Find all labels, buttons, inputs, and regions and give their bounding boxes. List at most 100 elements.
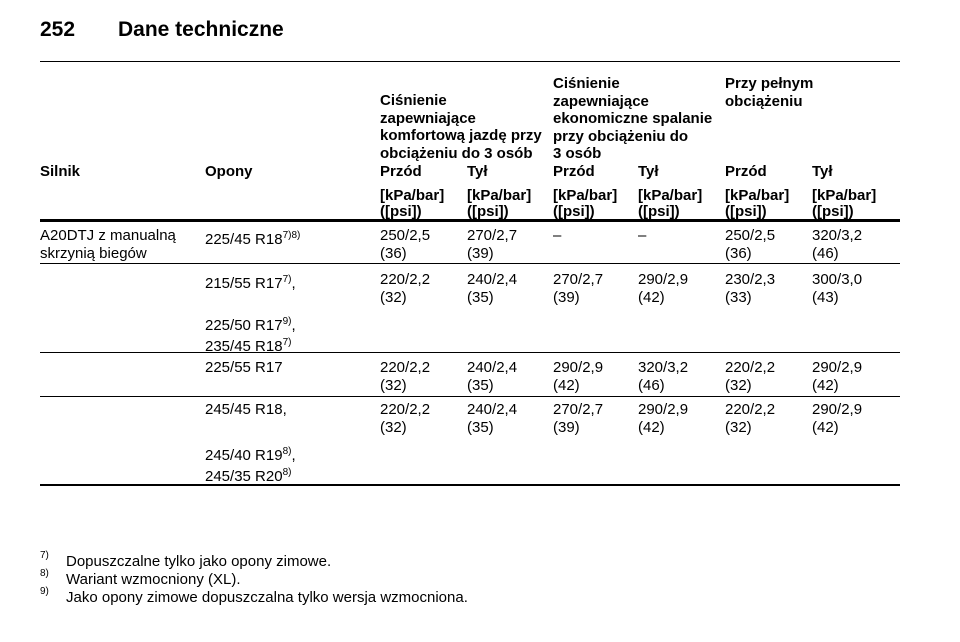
tyre: 245/40 R198),	[205, 443, 296, 465]
pressure: 240/2,4	[467, 359, 518, 376]
row-rule	[40, 484, 900, 486]
tyre: 235/45 R187)	[205, 334, 291, 356]
pressure: 220/2,2	[725, 401, 776, 418]
column-header: Przód	[380, 163, 422, 180]
pressure: –	[553, 227, 562, 244]
unit: [kPa/bar]	[380, 187, 445, 204]
engine: skrzynią biegów	[40, 245, 147, 262]
unit: [kPa/bar]	[812, 187, 877, 204]
group-header: komfortową jazdę przy	[380, 127, 542, 144]
pressure: (42)	[638, 289, 665, 306]
footnote-text: Jako opony zimowe dopuszczalna tylko wer…	[66, 589, 468, 606]
group-header: przy obciążeniu do	[553, 127, 689, 145]
pressure: (36)	[725, 245, 752, 262]
pressure: (46)	[638, 377, 665, 394]
pressure: 290/2,9	[638, 401, 689, 418]
pressure: 220/2,2	[380, 359, 431, 376]
pressure: 270/2,7	[553, 401, 604, 418]
tyre-size: 235/45 R18	[205, 338, 283, 355]
group-header: Ciśnienie	[380, 92, 447, 109]
pressure: 270/2,7	[467, 227, 518, 244]
footnote-text: Dopuszczalne tylko jako opony zimowe.	[66, 553, 332, 570]
tyre-size: 245/40 R19	[205, 447, 283, 464]
tyre: 225/50 R179),	[205, 313, 296, 335]
footnote-ref: 8)	[282, 446, 292, 457]
tyre-sep: ,	[291, 275, 296, 292]
pressure: (42)	[812, 377, 839, 394]
pressure: 250/2,5	[725, 227, 776, 244]
pressure: (33)	[725, 289, 752, 306]
pressure: (32)	[380, 289, 407, 306]
group-header: Ciśnienie	[553, 75, 620, 92]
pressure: 220/2,2	[380, 271, 431, 288]
unit: ([psi])	[380, 203, 422, 220]
page-title: Dane techniczne	[118, 18, 284, 41]
tyre: 225/55 R17	[205, 359, 283, 377]
column-header: Tył	[812, 163, 833, 180]
column-header: Silnik	[40, 163, 81, 180]
row-rule	[40, 396, 900, 397]
tyre-size: 245/45 R18,	[205, 401, 287, 418]
footnote-ref: 8)	[282, 467, 292, 478]
group-header: ekonomiczne spalanie	[553, 110, 713, 127]
footnote-mark: 8)	[40, 568, 49, 579]
pressure: 320/3,2	[812, 227, 863, 244]
row-rule	[40, 263, 900, 264]
group-header: zapewniające	[553, 92, 649, 110]
pressure: (39)	[467, 245, 494, 262]
tyre-size: 215/55 R17	[205, 275, 283, 292]
pressure: 250/2,5	[380, 227, 431, 244]
pressure: 240/2,4	[467, 271, 518, 288]
column-header: Opony	[205, 163, 253, 180]
row-rule	[40, 352, 900, 353]
unit: ([psi])	[638, 203, 680, 220]
footnote-ref: 9)	[282, 316, 292, 327]
pressure: 290/2,9	[812, 359, 863, 376]
pressure: (46)	[812, 245, 839, 262]
column-header: Tył	[467, 163, 488, 180]
pressure: (42)	[553, 377, 580, 394]
pressure: (35)	[467, 377, 494, 394]
group-header: obciążeniu do 3 osób	[380, 144, 533, 162]
column-header: Tył	[638, 163, 659, 180]
pressure: 300/3,0	[812, 271, 863, 288]
column-header: Przód	[553, 163, 595, 180]
footnote-ref: 7)	[282, 337, 292, 348]
tyre-sep: ,	[291, 447, 296, 464]
column-header: Przód	[725, 163, 767, 180]
footnote-text: Wariant wzmocniony (XL).	[66, 571, 241, 588]
pressure: (35)	[467, 419, 494, 436]
pressure: 320/3,2	[638, 359, 689, 376]
group-header: Przy pełnym	[725, 75, 814, 92]
pressure: 290/2,9	[553, 359, 604, 376]
tyre-sep: ,	[291, 317, 296, 334]
group-header: 3 osób	[553, 145, 602, 162]
unit: [kPa/bar]	[638, 187, 703, 204]
footnote-ref: 7)	[282, 274, 292, 285]
footnote-mark: 9)	[40, 586, 49, 597]
table-head-rule	[40, 219, 900, 222]
tyre-size: 225/45 R18	[205, 231, 283, 248]
engine: A20DTJ z manualną	[40, 227, 176, 244]
pressure: 270/2,7	[553, 271, 604, 288]
tyre: 225/45 R187)8)	[205, 227, 300, 249]
unit: ([psi])	[553, 203, 595, 220]
pressure: (36)	[380, 245, 407, 262]
tyre-size: 225/50 R17	[205, 317, 283, 334]
footnote-mark: 7)	[40, 550, 49, 561]
unit: ([psi])	[467, 203, 509, 220]
pressure: (32)	[725, 419, 752, 436]
pressure: (43)	[812, 289, 839, 306]
pressure: (32)	[380, 419, 407, 436]
pressure: (35)	[467, 289, 494, 306]
unit: ([psi])	[812, 203, 854, 220]
pressure: 240/2,4	[467, 401, 518, 418]
tyre: 215/55 R177),	[205, 271, 296, 293]
pressure: (32)	[725, 377, 752, 394]
page-number: 252	[40, 18, 76, 41]
unit: [kPa/bar]	[725, 187, 790, 204]
pressure: (42)	[638, 419, 665, 436]
unit: ([psi])	[725, 203, 767, 220]
pressure: 290/2,9	[812, 401, 863, 418]
